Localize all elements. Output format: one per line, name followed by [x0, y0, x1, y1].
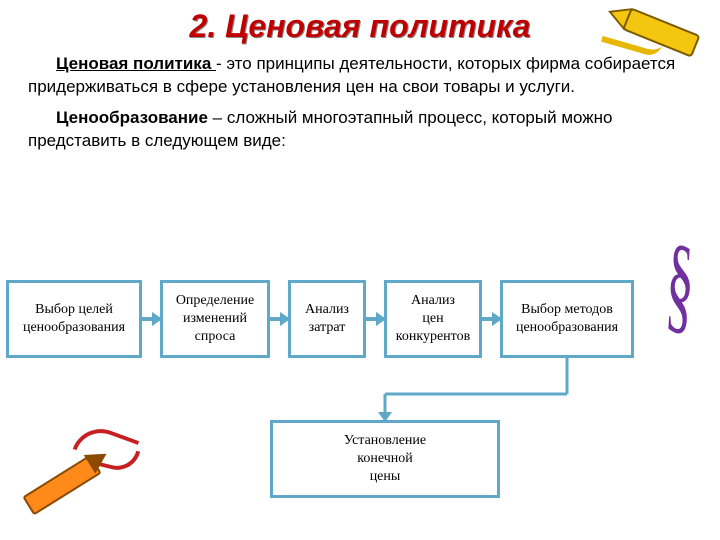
flow-box-line: ценообразования — [23, 319, 125, 337]
flow-box-line: ценообразования — [516, 319, 618, 337]
flow-arrow-0 — [142, 317, 160, 321]
squiggle-decoration-right: § — [665, 246, 697, 319]
term-price-formation: Ценообразование — [56, 108, 208, 127]
definition-paragraph-2: Ценообразование – сложный многоэтапный п… — [0, 99, 720, 153]
term-pricing-policy: Ценовая политика — [56, 54, 216, 73]
flowchart-row: Выбор целейценообразованияОпределениеизм… — [6, 280, 714, 358]
flow-box-0: Выбор целейценообразования — [6, 280, 142, 358]
flow-box-final: Установлениеконечнойцены — [270, 420, 500, 498]
flow-box-line: конкурентов — [396, 328, 470, 346]
flow-box-line: изменений — [183, 310, 247, 328]
flow-box-line: конечной — [357, 450, 412, 468]
flow-box-line: Выбор целей — [35, 301, 113, 319]
flow-arrow-1 — [270, 317, 288, 321]
flow-box-3: Анализценконкурентов — [384, 280, 482, 358]
flow-box-line: Выбор методов — [521, 301, 613, 319]
flow-arrow-2 — [366, 317, 384, 321]
flow-box-line: цены — [370, 468, 401, 486]
flow-box-line: Определение — [176, 292, 254, 310]
flow-box-line: спроса — [195, 328, 236, 346]
flow-box-line: цен — [422, 310, 443, 328]
flow-box-2: Анализзатрат — [288, 280, 366, 358]
flow-box-1: Определениеизмененийспроса — [160, 280, 270, 358]
flow-box-line: Анализ — [411, 292, 455, 310]
crayon-decoration-bottom-left — [2, 426, 152, 536]
flow-box-line: затрат — [309, 319, 346, 337]
flow-box-line: Установление — [344, 432, 426, 450]
flow-arrow-3 — [482, 317, 500, 321]
flow-box-line: Анализ — [305, 301, 349, 319]
flow-box-4: Выбор методовценообразования — [500, 280, 634, 358]
